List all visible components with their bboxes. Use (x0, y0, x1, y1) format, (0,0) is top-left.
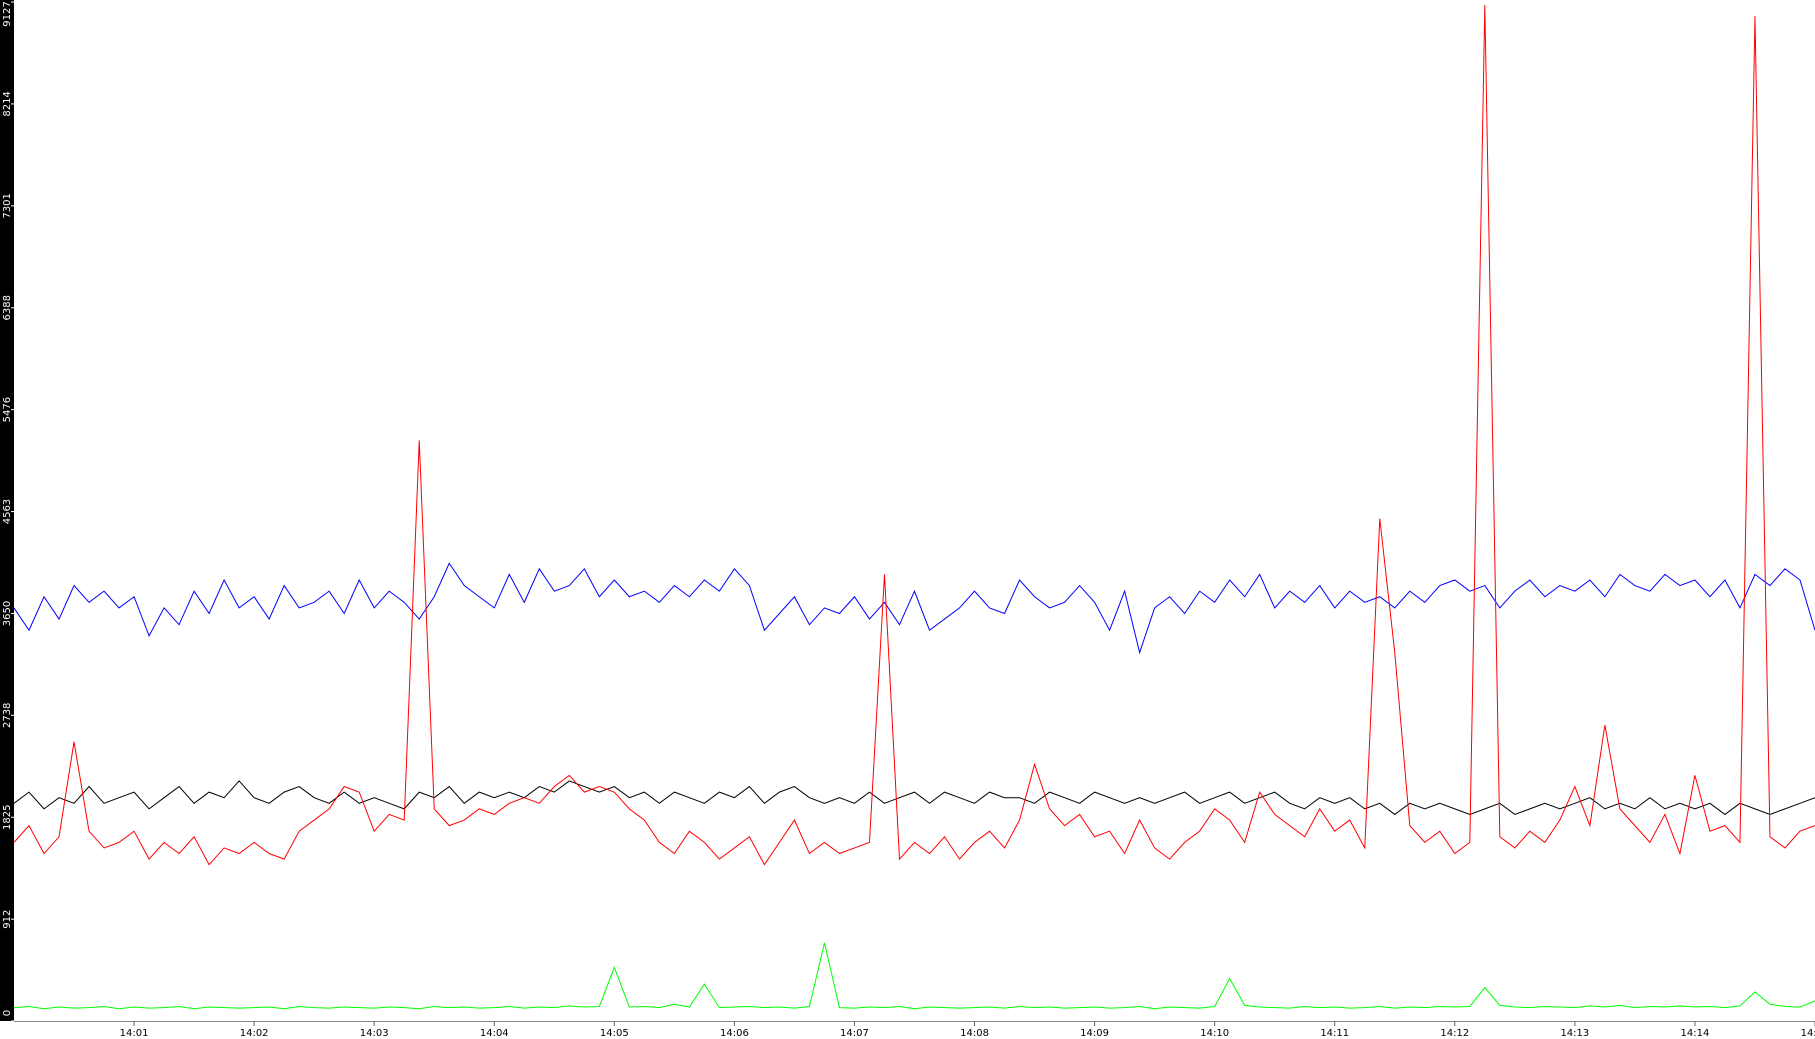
y-tick-label: 3650 (2, 601, 13, 626)
x-tick-label: 14:05 (600, 1028, 629, 1039)
y-tick-label: 6388 (2, 295, 13, 320)
y-tick-label: 1825 (2, 805, 13, 830)
x-tick-label: 14:01 (120, 1028, 149, 1039)
x-tick-label: 14:11 (1320, 1028, 1349, 1039)
x-tick-label: 14:08 (960, 1028, 989, 1039)
y-tick-label: 4563 (2, 499, 13, 524)
series-line (13, 5, 1815, 866)
series-line (13, 562, 1815, 655)
y-tick-label: 2738 (2, 703, 13, 728)
x-tick-label: 14:10 (1200, 1028, 1229, 1039)
series-line (13, 780, 1815, 816)
y-axis-strip (0, 0, 14, 1021)
y-tick-label: 5476 (2, 397, 13, 422)
x-tick-label: 14:06 (720, 1028, 749, 1039)
x-tick-label: 14:15 (1801, 1028, 1815, 1039)
x-tick-label: 14:12 (1440, 1028, 1469, 1039)
x-tick-label: 14:14 (1681, 1028, 1710, 1039)
y-tick-label: 7301 (2, 193, 13, 218)
x-tick-label: 14:02 (240, 1028, 269, 1039)
x-tick-label: 14:07 (840, 1028, 869, 1039)
y-tick-label: 912 (2, 910, 13, 929)
x-tick-label: 14:03 (360, 1028, 389, 1039)
series-line (13, 942, 1815, 1010)
x-tick-label: 14:09 (1080, 1028, 1109, 1039)
y-tick-label: 0 (2, 1010, 13, 1016)
x-tick-label: 14:13 (1560, 1028, 1589, 1039)
y-tick-label: 9127 (2, 1, 13, 26)
y-tick-label: 8214 (2, 91, 13, 116)
x-tick-label: 14:04 (480, 1028, 509, 1039)
